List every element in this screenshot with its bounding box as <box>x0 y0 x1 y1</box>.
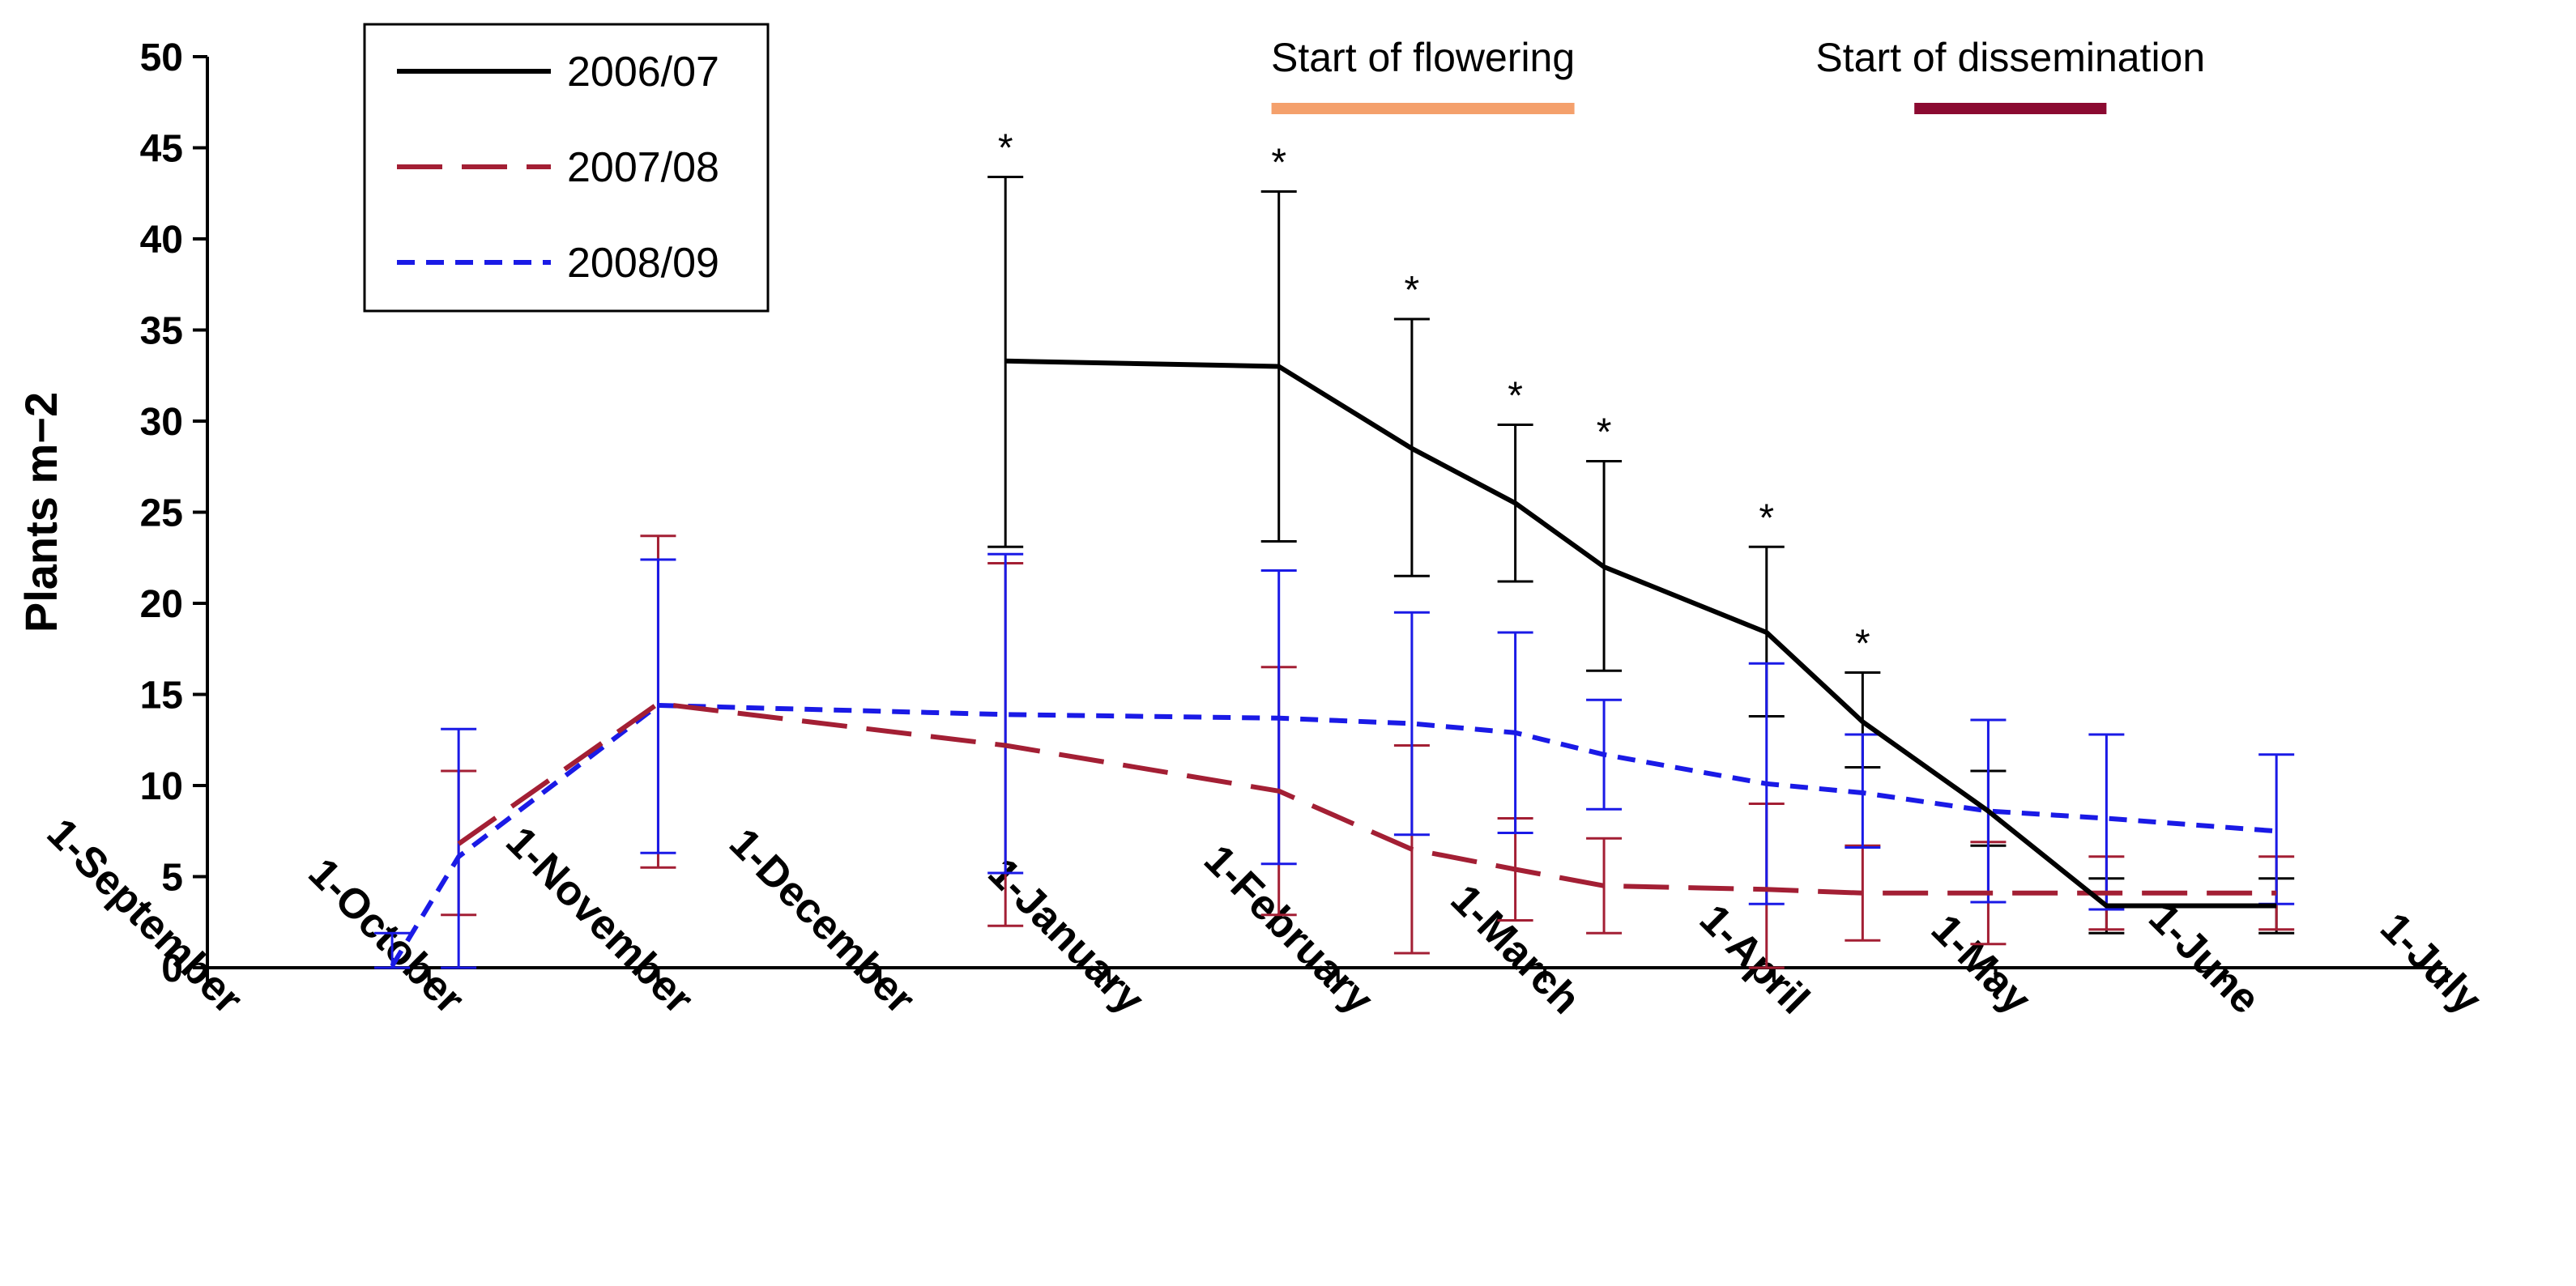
y-tick-label: 40 <box>140 219 183 262</box>
x-tick-label: 1-June <box>2139 894 2269 1024</box>
y-axis-title: Plants m−2 <box>15 392 66 632</box>
x-tick-label: 1-July <box>2371 904 2490 1023</box>
series-lines <box>390 358 2277 968</box>
y-tick-label: 0 <box>161 947 183 990</box>
x-tick-label: 1-April <box>1691 896 1818 1023</box>
significance-asterisk: * <box>1597 411 1612 454</box>
significance-asterisk: * <box>1508 375 1523 418</box>
annotation-label-0: Start of flowering <box>1271 35 1575 80</box>
y-tick-label: 10 <box>140 765 183 808</box>
x-tick-label: 1-October <box>300 850 474 1024</box>
x-tick-label: 1-May <box>1922 905 2040 1023</box>
series-line-2007-08 <box>457 700 2277 896</box>
y-tick-label: 35 <box>140 310 183 353</box>
significance-asterisk: * <box>1759 496 1774 539</box>
significance-markers: * * * * * * * <box>998 127 1870 666</box>
y-tick-label: 30 <box>140 401 183 444</box>
series-line-2006-07 <box>1005 358 2277 909</box>
significance-asterisk: * <box>1271 142 1286 185</box>
y-tick-label: 15 <box>140 675 183 718</box>
y-tick-label: 25 <box>140 492 183 535</box>
y-tick-label: 50 <box>140 36 183 79</box>
significance-asterisk: * <box>1855 623 1870 666</box>
legend: 2006/07 2007/08 2008/09 <box>363 23 770 313</box>
series-line-2008-09 <box>390 703 2277 968</box>
legend-label-1: 2007/08 <box>567 144 719 191</box>
x-tick-label: 1-November <box>497 818 702 1024</box>
y-tick-label: 20 <box>140 583 183 626</box>
significance-asterisk: * <box>1405 269 1420 312</box>
x-tick-label: 1-December <box>720 820 924 1024</box>
x-tick-label: 1-September <box>38 810 252 1024</box>
y-tick-label: 45 <box>140 128 183 171</box>
significance-asterisk: * <box>998 127 1013 170</box>
legend-label-2: 2008/09 <box>567 240 719 287</box>
y-tick-label: 5 <box>161 857 183 900</box>
phenology-annotations: Start of flowering Start of dissemination <box>1271 35 2205 114</box>
legend-label-0: 2006/07 <box>567 49 719 96</box>
annotation-label-1: Start of dissemination <box>1815 35 2205 80</box>
